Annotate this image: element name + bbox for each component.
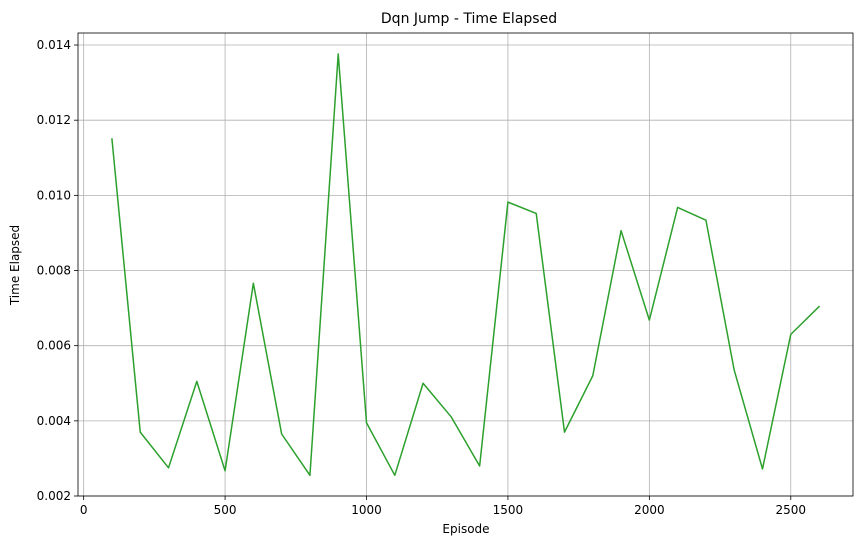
x-tick-label: 0 — [80, 503, 88, 517]
x-tick-label: 2500 — [776, 503, 807, 517]
x-axis-ticks: 0 500 1000 1500 2000 2500 — [80, 496, 806, 517]
y-tick-label: 0.014 — [37, 38, 71, 52]
x-tick-label: 2000 — [634, 503, 665, 517]
series-layer — [111, 53, 821, 477]
y-axis-label: Time Elapsed — [8, 225, 22, 306]
y-tick-label: 0.006 — [37, 339, 71, 353]
y-tick-label: 0.004 — [37, 414, 71, 428]
y-tick-label: 0.010 — [37, 188, 71, 202]
x-tick-label: 1500 — [493, 503, 524, 517]
grid-lines — [78, 33, 853, 497]
x-axis-label: Episode — [442, 522, 489, 536]
chart-title: Dqn Jump - Time Elapsed — [381, 11, 557, 27]
y-tick-label: 0.012 — [37, 113, 71, 127]
x-tick-label: 500 — [214, 503, 237, 517]
y-axis-ticks: 0.002 0.004 0.006 0.008 0.010 0.012 0.014 — [37, 38, 78, 503]
plot-frame — [77, 32, 854, 497]
x-tick-label: 1000 — [351, 503, 382, 517]
y-tick-label: 0.008 — [37, 264, 71, 278]
y-tick-label: 0.002 — [37, 489, 71, 503]
series-line-0 — [111, 53, 821, 477]
